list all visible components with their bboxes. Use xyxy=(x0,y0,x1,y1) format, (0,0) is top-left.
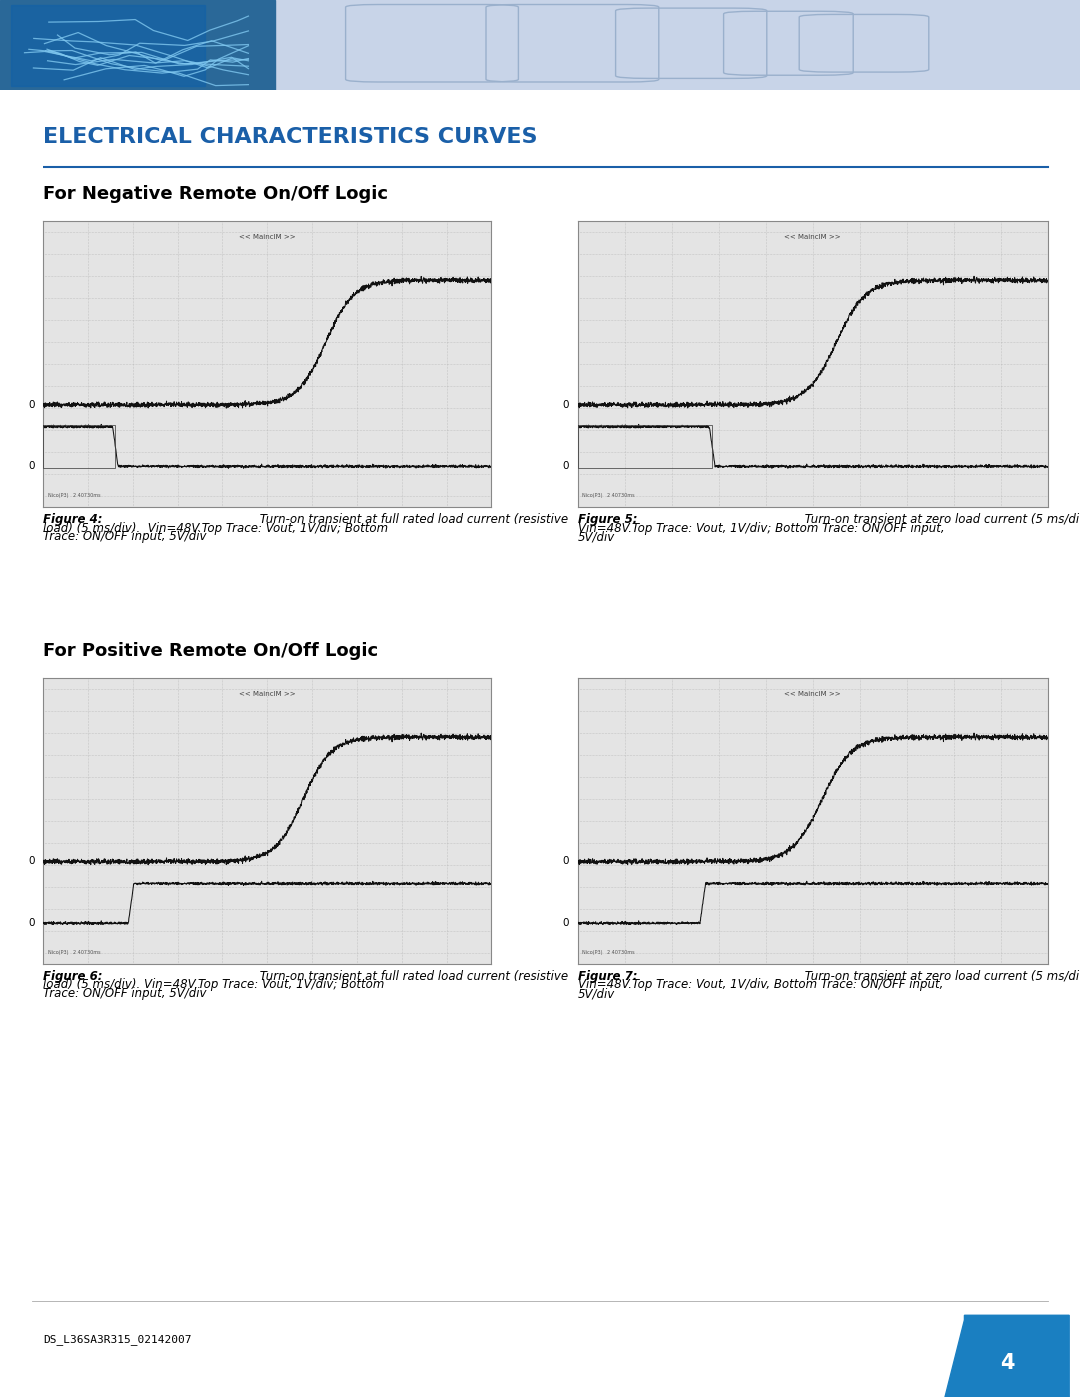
Text: Turn-on transient at zero load current (5 ms/div).: Turn-on transient at zero load current (… xyxy=(800,970,1080,982)
Bar xyxy=(0,0,275,91)
Text: Turn-on transient at full rated load current (resistive: Turn-on transient at full rated load cur… xyxy=(256,970,568,982)
Text: For Negative Remote On/Off Logic: For Negative Remote On/Off Logic xyxy=(43,186,388,203)
Text: Nico(P3)   2 40730ms: Nico(P3) 2 40730ms xyxy=(582,950,635,956)
Text: Nico(P3)   2 40730ms: Nico(P3) 2 40730ms xyxy=(48,493,100,499)
Text: Turn-on transient at zero load current (5 ms/div).: Turn-on transient at zero load current (… xyxy=(800,513,1080,525)
Text: Figure 6:: Figure 6: xyxy=(43,970,103,982)
Text: 0: 0 xyxy=(563,400,569,409)
Text: Figure 5:: Figure 5: xyxy=(578,513,637,525)
Text: 5V/div: 5V/div xyxy=(578,988,615,1000)
Text: load) (5 ms/div).  Vin=48V.Top Trace: Vout, 1V/div; Bottom: load) (5 ms/div). Vin=48V.Top Trace: Vou… xyxy=(43,521,389,535)
Text: << MaincIM >>: << MaincIM >> xyxy=(239,690,296,697)
Text: 5V/div: 5V/div xyxy=(578,531,615,543)
Text: 0: 0 xyxy=(563,856,569,866)
Text: 0: 0 xyxy=(29,856,36,866)
Text: 0: 0 xyxy=(29,461,36,471)
Bar xyxy=(578,425,712,468)
Text: 0: 0 xyxy=(563,461,569,471)
Text: load) (5 ms/div). Vin=48V.Top Trace: Vout, 1V/div; Bottom: load) (5 ms/div). Vin=48V.Top Trace: Vou… xyxy=(43,978,384,992)
Text: ELECTRICAL CHARACTERISTICS CURVES: ELECTRICAL CHARACTERISTICS CURVES xyxy=(43,127,538,147)
Text: 0: 0 xyxy=(29,400,36,409)
Text: << MaincIM >>: << MaincIM >> xyxy=(239,233,296,240)
Text: Turn-on transient at full rated load current (resistive: Turn-on transient at full rated load cur… xyxy=(256,513,568,525)
Text: Nico(P3)   2 40730ms: Nico(P3) 2 40730ms xyxy=(48,950,100,956)
Text: Trace: ON/OFF input, 5V/div: Trace: ON/OFF input, 5V/div xyxy=(43,988,206,1000)
Text: For Positive Remote On/Off Logic: For Positive Remote On/Off Logic xyxy=(43,643,378,659)
Bar xyxy=(43,425,114,468)
Text: Vin=48V.Top Trace: Vout, 1V/div, Bottom Trace: ON/OFF input,: Vin=48V.Top Trace: Vout, 1V/div, Bottom … xyxy=(578,978,943,992)
Text: Figure 7:: Figure 7: xyxy=(578,970,637,982)
Text: Trace: ON/OFF input, 5V/div: Trace: ON/OFF input, 5V/div xyxy=(43,531,206,543)
Bar xyxy=(11,4,205,85)
Text: 0: 0 xyxy=(29,918,36,928)
Text: Vin=48V.Top Trace: Vout, 1V/div; Bottom Trace: ON/OFF input,: Vin=48V.Top Trace: Vout, 1V/div; Bottom … xyxy=(578,521,944,535)
Text: << MaincIM >>: << MaincIM >> xyxy=(784,233,841,240)
Text: 4: 4 xyxy=(1000,1352,1014,1373)
Polygon shape xyxy=(945,1316,1069,1397)
Text: Nico(P3)   2 40730ms: Nico(P3) 2 40730ms xyxy=(582,493,635,499)
Text: 0: 0 xyxy=(563,918,569,928)
Text: Figure 4:: Figure 4: xyxy=(43,513,103,525)
Text: DS_L36SA3R315_02142007: DS_L36SA3R315_02142007 xyxy=(43,1334,192,1345)
Text: << MaincIM >>: << MaincIM >> xyxy=(784,690,841,697)
